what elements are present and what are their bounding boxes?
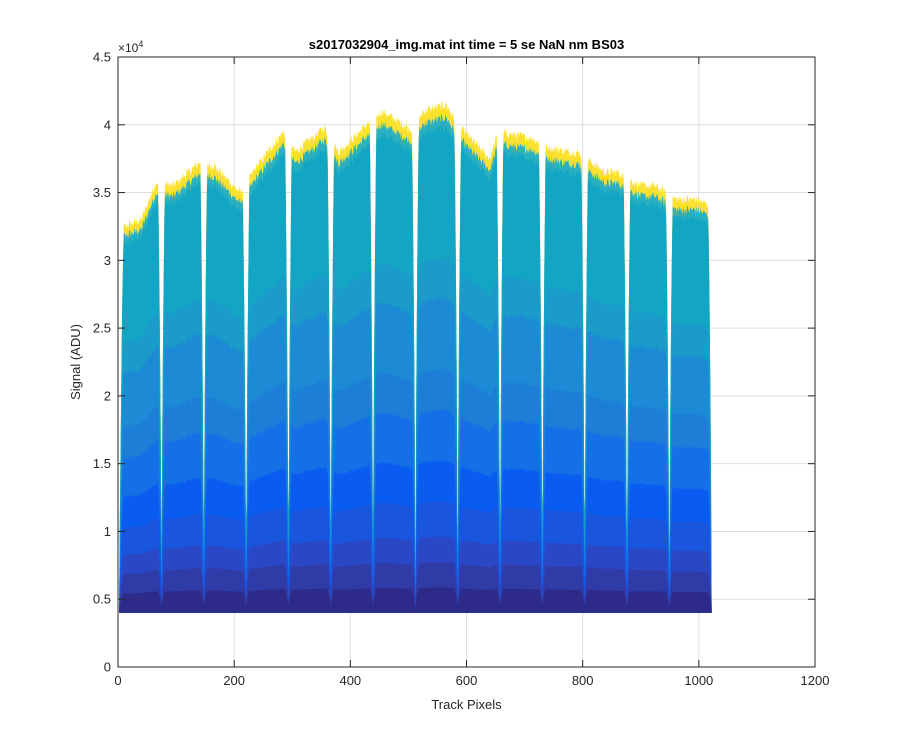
data-area bbox=[119, 100, 712, 613]
x-axis-label: Track Pixels bbox=[431, 697, 502, 712]
chart-title: s2017032904_img.mat int time = 5 se NaN … bbox=[309, 37, 624, 52]
y-exponent-power: 4 bbox=[138, 39, 143, 49]
y-tick-label: 4.5 bbox=[93, 50, 111, 65]
signal-layer-11 bbox=[119, 587, 712, 613]
y-tick-label: 2.5 bbox=[93, 321, 111, 336]
y-tick-label: 1.5 bbox=[93, 456, 111, 471]
y-tick-label: 2 bbox=[104, 388, 111, 403]
y-axis-label: Signal (ADU) bbox=[68, 324, 83, 400]
y-tick-label: 1 bbox=[104, 524, 111, 539]
y-tick-label: 3 bbox=[104, 253, 111, 268]
x-tick-label: 1000 bbox=[684, 673, 713, 688]
y-tick-label: 4 bbox=[104, 117, 111, 132]
axes: 0 200 400 600 800 1000 1200 0 0.5 1 1.5 2 2.5 3 3.5 4 4.… bbox=[93, 50, 830, 689]
x-tick-label: 800 bbox=[572, 673, 594, 688]
y-axis-exponent: ×104 bbox=[118, 39, 143, 55]
x-tick-label: 1200 bbox=[801, 673, 830, 688]
x-tick-label: 200 bbox=[223, 673, 245, 688]
y-tick-label: 3.5 bbox=[93, 185, 111, 200]
x-tick-label: 600 bbox=[456, 673, 478, 688]
x-tick-label: 0 bbox=[114, 673, 121, 688]
y-tick-label: 0 bbox=[104, 660, 111, 675]
y-exponent-base: ×10 bbox=[118, 41, 139, 55]
y-tick-label: 0.5 bbox=[93, 592, 111, 607]
x-tick-label: 400 bbox=[339, 673, 361, 688]
